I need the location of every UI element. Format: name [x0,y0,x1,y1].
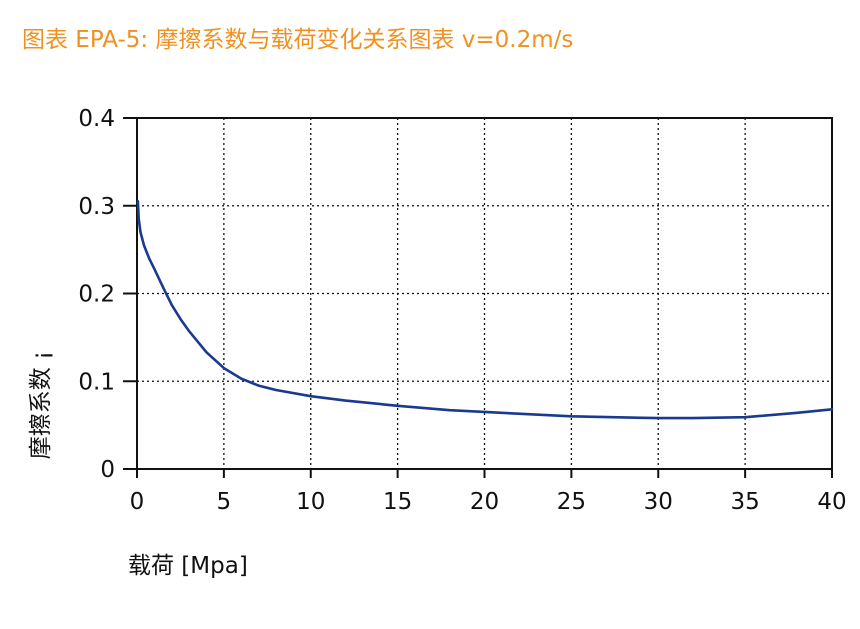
y-tick-label: 0.1 [78,369,115,395]
y-tick-label: 0.3 [78,194,115,220]
tick-labels: 0 5 10 15 20 25 30 35 40 0 0.1 0.2 0.3 0.4 [78,106,846,515]
x-tick-label: 30 [644,489,673,515]
y-tick-label: 0.2 [78,282,115,308]
x-tick-label: 40 [817,489,846,515]
axis-ticks [123,117,833,478]
x-tick-label: 0 [130,489,145,515]
x-tick-label: 35 [730,489,759,515]
x-tick-label: 20 [470,489,499,515]
y-tick-label: 0 [100,457,115,483]
x-axis-label: 载荷 [Mpa] [128,553,248,579]
series-line [136,200,834,420]
grid-lines [137,118,832,469]
x-tick-label: 25 [557,489,586,515]
chart-title: 图表 EPA-5: 摩擦系数与载荷变化关系图表 v=0.2m/s [22,27,574,53]
y-tick-label: 0.4 [78,106,115,132]
x-tick-label: 10 [296,489,325,515]
x-tick-label: 5 [217,489,232,515]
series-layer [136,200,834,420]
y-axis-label: 摩擦系数 ¡ [28,351,54,460]
x-tick-label: 15 [383,489,412,515]
